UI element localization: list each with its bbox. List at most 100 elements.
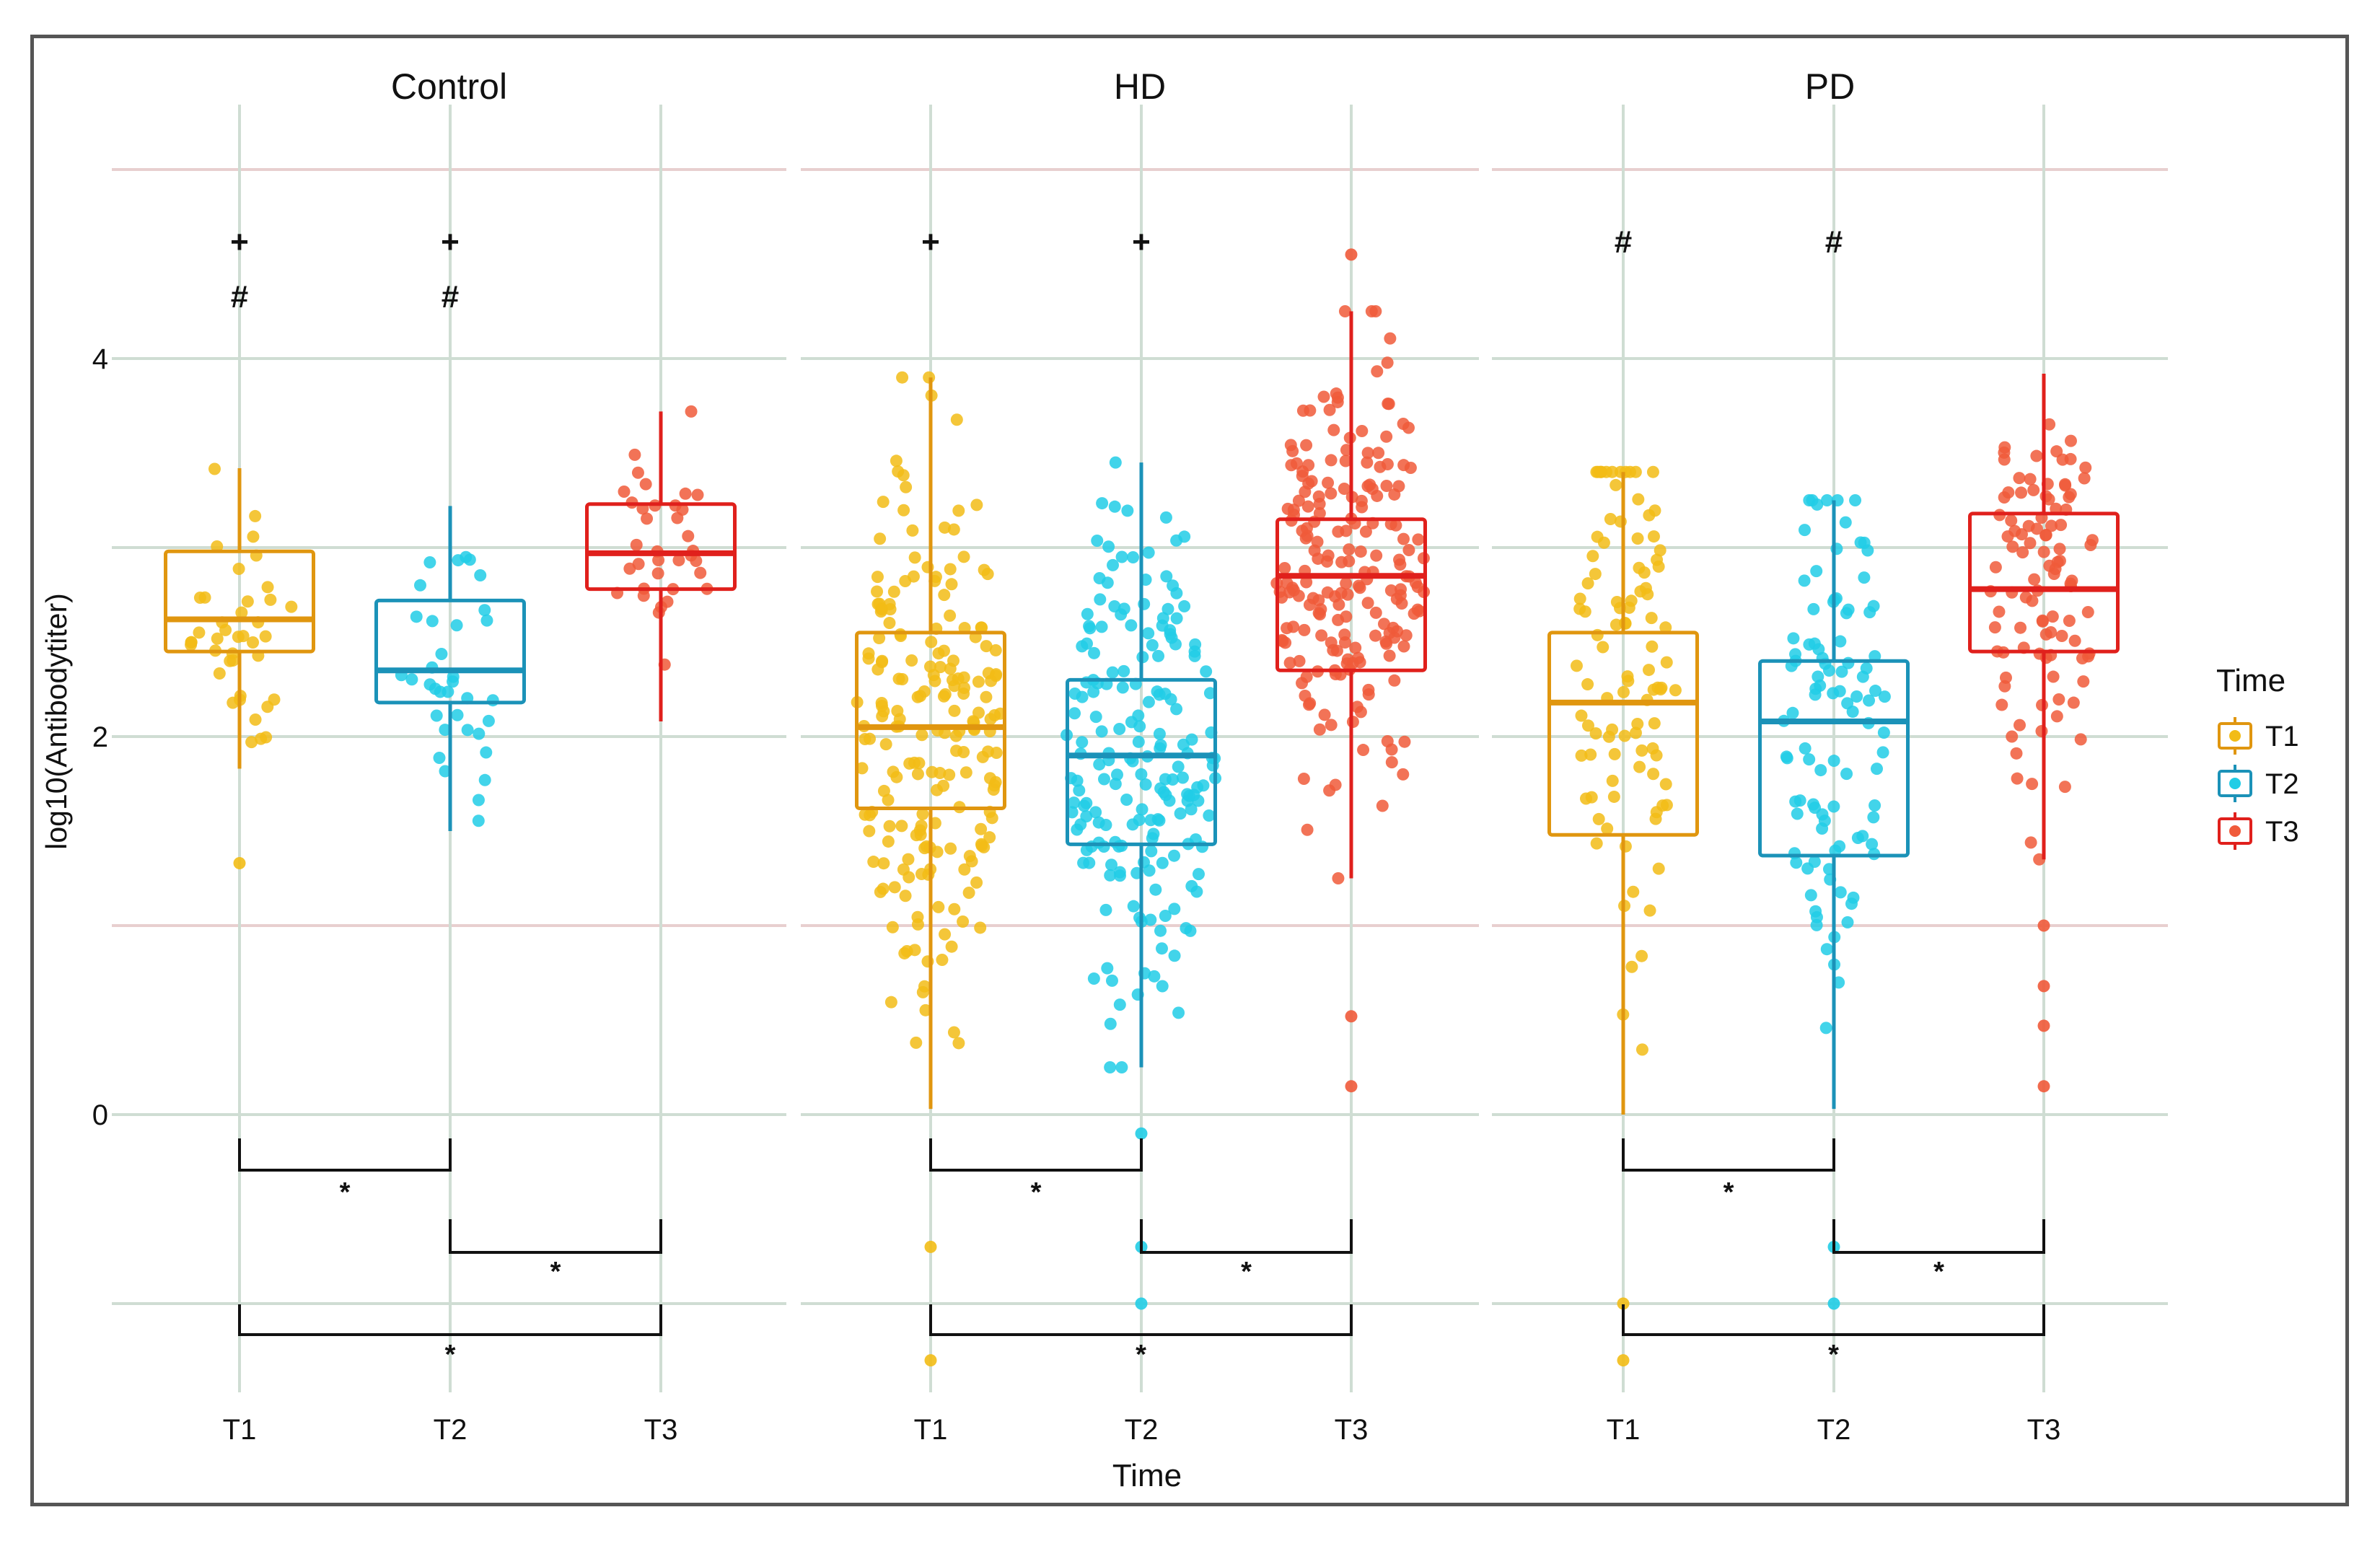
data-point [1300,439,1313,452]
data-point [2028,573,2041,586]
data-point [1099,903,1112,916]
data-point [1313,498,1326,511]
data-point [944,842,957,855]
data-point [2077,675,2090,688]
data-point [937,779,950,792]
data-point [1988,621,2001,634]
outlier-point [1345,1080,1358,1093]
data-point [945,940,958,953]
data-point [1371,489,1384,502]
data-point [1153,688,1166,701]
data-point [451,708,464,721]
data-point [1785,659,1798,672]
data-point [482,714,495,727]
data-point [1804,889,1817,902]
panel-title: PD [1805,66,1855,107]
data-point [1143,864,1156,877]
data-point [1633,760,1646,773]
data-point [1290,457,1303,470]
data-point [1132,735,1145,748]
data-point [2005,514,2018,527]
box-iqr [855,631,1006,811]
data-point [1608,747,1621,760]
data-point [1080,637,1093,650]
data-point [433,751,446,764]
data-point [1165,631,1178,644]
data-point [1591,530,1604,543]
data-point [943,768,956,781]
data-point [2022,519,2035,532]
data-point [947,523,960,536]
data-point [1575,749,1588,762]
data-point [950,413,963,426]
data-point [1301,823,1314,836]
data-point [473,727,486,740]
data-point [987,783,1000,796]
data-point [1296,524,1309,537]
data-point [1127,900,1140,913]
data-point [938,589,951,602]
data-point [1829,844,1842,857]
data-point [1631,718,1644,731]
data-point [1299,689,1312,702]
significance-marker: + [230,224,249,260]
data-point [208,462,221,475]
data-point [1839,516,1852,529]
data-point [1635,744,1648,757]
data-point [1095,725,1108,738]
data-point [1145,845,1158,858]
data-point [1362,688,1375,701]
data-point [957,915,970,928]
data-point [2024,836,2037,849]
data-point [939,928,952,941]
data-point [439,724,452,737]
data-point [1298,623,1311,636]
data-point [919,1003,932,1016]
data-point [410,610,423,623]
legend-label: T1 [2265,721,2299,752]
data-point [2013,719,2026,732]
data-point [856,762,869,775]
data-point [983,772,996,785]
data-point [2006,730,2019,743]
outlier-point [2037,1080,2050,1093]
data-point [1343,543,1356,556]
data-point [1178,599,1191,612]
data-point [1115,1061,1128,1073]
y-axis-label: log10(Antibodytiter) [40,593,73,850]
data-point [652,554,665,567]
data-point [255,732,268,745]
data-point [2011,772,2024,785]
data-point [1659,778,1672,791]
data-point [1863,694,1876,707]
data-point [219,623,232,636]
data-point [2052,693,2065,706]
data-point [2050,710,2063,723]
figure-frame [30,35,2349,1506]
data-point [1296,470,1309,483]
data-point [1110,768,1123,781]
data-point [874,532,887,545]
data-point [1397,459,1410,472]
data-point [923,660,936,673]
data-point [1303,598,1316,611]
data-point [1589,727,1602,740]
box-layer [164,311,2120,1115]
data-point [247,636,260,649]
data-point [928,675,941,688]
data-point [1610,595,1623,608]
data-point [285,600,298,613]
data-point [1384,584,1397,597]
data-point [1190,885,1203,898]
data-point [2079,461,2092,474]
data-point [2037,545,2050,558]
significance-star: * [340,1177,351,1208]
outlier-point [1135,1297,1148,1310]
data-point [902,853,915,866]
data-point [1998,680,2011,693]
data-point [922,868,935,881]
data-point [1287,620,1300,633]
data-point [1087,646,1100,659]
data-point [896,371,909,384]
box-iqr [374,598,526,705]
